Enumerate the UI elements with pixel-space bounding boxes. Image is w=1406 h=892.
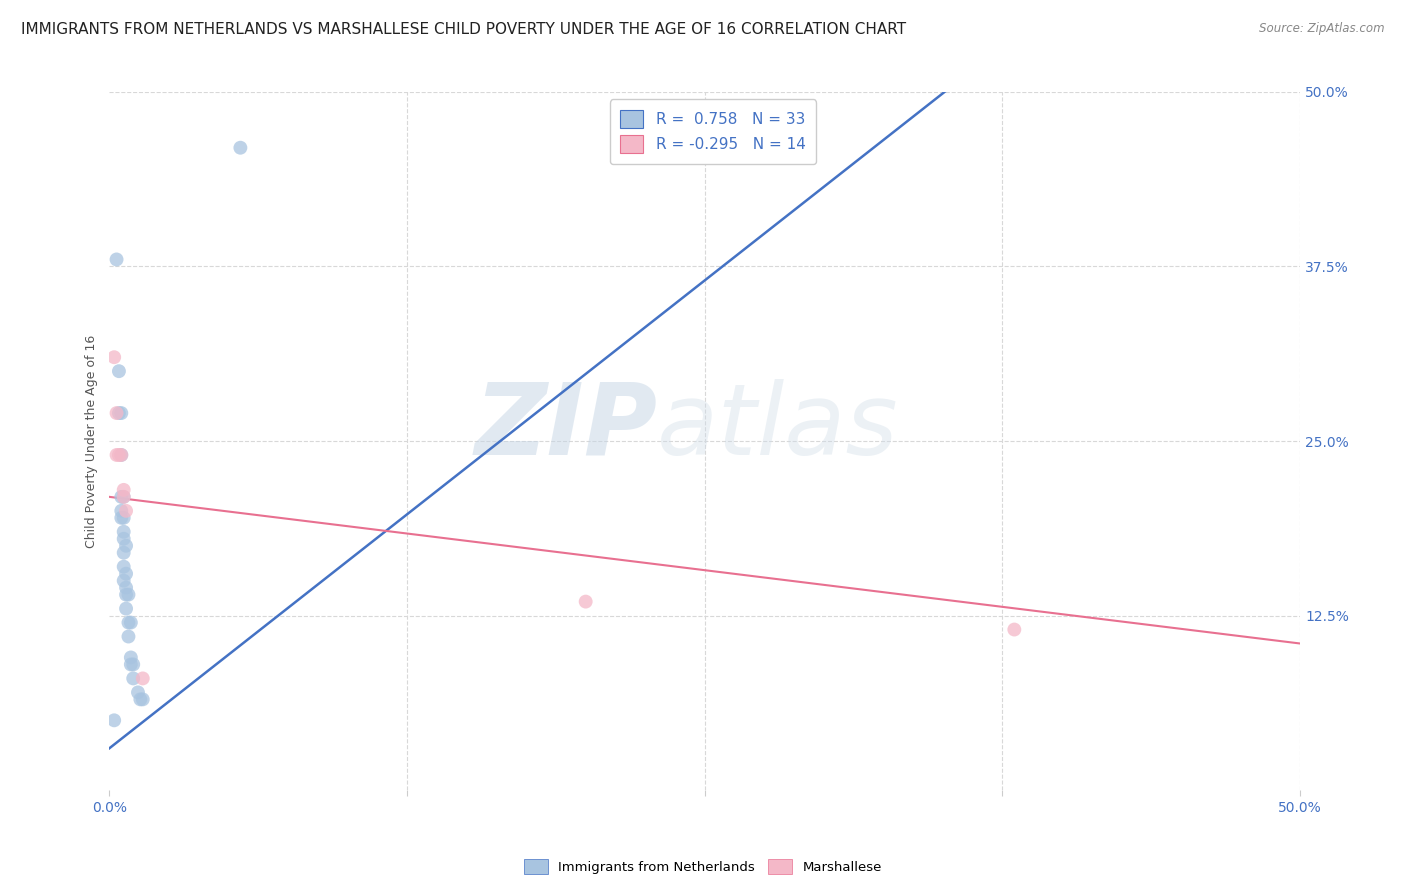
Point	[112, 559, 135, 574]
Point	[103, 714, 125, 728]
Point	[115, 581, 138, 595]
Point	[110, 490, 132, 504]
Point	[110, 406, 132, 420]
Point	[575, 594, 598, 608]
Point	[117, 615, 139, 630]
Text: IMMIGRANTS FROM NETHERLANDS VS MARSHALLESE CHILD POVERTY UNDER THE AGE OF 16 COR: IMMIGRANTS FROM NETHERLANDS VS MARSHALLE…	[21, 22, 907, 37]
Text: ZIP: ZIP	[474, 378, 657, 475]
Point	[117, 588, 139, 602]
Point	[120, 657, 142, 672]
Point	[112, 490, 135, 504]
Point	[115, 504, 138, 518]
Point	[110, 448, 132, 462]
Point	[115, 539, 138, 553]
Point	[122, 672, 145, 686]
Point	[115, 566, 138, 581]
Point	[132, 672, 155, 686]
Point	[108, 448, 131, 462]
Point	[105, 252, 128, 267]
Point	[112, 490, 135, 504]
Point	[112, 574, 135, 588]
Point	[129, 692, 152, 706]
Point	[110, 511, 132, 525]
Point	[1002, 623, 1025, 637]
Point	[132, 692, 155, 706]
Point	[115, 601, 138, 615]
Text: Source: ZipAtlas.com: Source: ZipAtlas.com	[1260, 22, 1385, 36]
Legend: R =  0.758   N = 33, R = -0.295   N = 14: R = 0.758 N = 33, R = -0.295 N = 14	[610, 100, 815, 164]
Y-axis label: Child Poverty Under the Age of 16: Child Poverty Under the Age of 16	[86, 334, 98, 548]
Point	[110, 448, 132, 462]
Point	[108, 364, 131, 378]
Point	[103, 350, 125, 364]
Point	[229, 141, 252, 155]
Point	[120, 615, 142, 630]
Point	[120, 650, 142, 665]
Point	[112, 546, 135, 560]
Point	[112, 524, 135, 539]
Point	[117, 630, 139, 644]
Point	[105, 406, 128, 420]
Point	[105, 448, 128, 462]
Point	[115, 588, 138, 602]
Point	[108, 406, 131, 420]
Legend: Immigrants from Netherlands, Marshallese: Immigrants from Netherlands, Marshallese	[517, 853, 889, 881]
Text: atlas: atlas	[657, 378, 898, 475]
Point	[122, 657, 145, 672]
Point	[112, 532, 135, 546]
Point	[112, 483, 135, 497]
Point	[127, 685, 149, 699]
Point	[112, 511, 135, 525]
Point	[110, 504, 132, 518]
